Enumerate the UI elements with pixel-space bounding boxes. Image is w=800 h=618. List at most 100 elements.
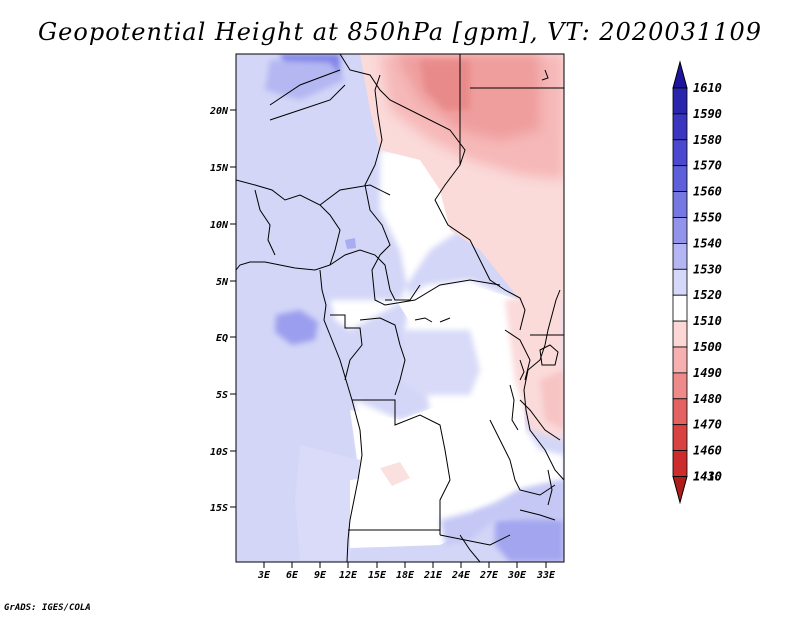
colorbar-segment xyxy=(672,87,688,115)
colorbar-segment xyxy=(672,139,688,167)
colorbar-segment xyxy=(672,372,688,400)
lat-tick-5s: 5S xyxy=(216,390,236,401)
lake-kariba xyxy=(519,509,556,521)
colorbar-segment xyxy=(672,424,688,452)
lat-label-5s: 5S xyxy=(216,390,228,401)
lat-tick-15n: 15N xyxy=(210,163,236,174)
lon-tick-24e: 24E xyxy=(451,562,471,581)
lon-tick-12e: 12E xyxy=(339,562,358,581)
colorbar-label: 1510 xyxy=(693,314,722,328)
colorbar-top-arrow xyxy=(672,60,688,89)
field-light-southwest xyxy=(295,445,360,560)
lon-label-30e: 30E xyxy=(507,570,527,581)
map-plot-area xyxy=(236,54,564,562)
colorbar-label: 1430 xyxy=(693,470,722,484)
lake-nasser xyxy=(541,69,549,81)
colorbar-segment xyxy=(672,217,688,244)
lon-tick-21e: 21E xyxy=(423,562,443,581)
colorbar-label: 1610 xyxy=(693,81,722,95)
latitude-axis: 20N 15N 10N 5N EQ 5S 10S 15S xyxy=(209,106,236,514)
lat-label-15s: 15S xyxy=(210,503,228,514)
river-congo-a xyxy=(414,317,433,323)
field-red-core xyxy=(420,60,470,110)
lat-label-10n: 10N xyxy=(210,220,229,231)
lat-label-10s: 10S xyxy=(210,447,228,458)
country-borders xyxy=(236,54,564,562)
field-pink-speck xyxy=(380,462,410,486)
lon-tick-6e: 6E xyxy=(286,562,299,581)
colorbar-segment xyxy=(672,398,688,426)
lat-tick-5n: 5N xyxy=(216,277,236,288)
colorbar-label: 1530 xyxy=(693,262,722,276)
border-congo-drc xyxy=(359,317,406,396)
map-title: Geopotential Height at 850hPa [gpm], VT:… xyxy=(38,18,762,46)
colorbar-label: 1560 xyxy=(693,185,722,199)
field-blue-gulf xyxy=(275,310,318,345)
colorbar-label: 1590 xyxy=(693,107,722,121)
colorbar-label: 1520 xyxy=(693,288,722,302)
colorbar-label: 1490 xyxy=(693,366,722,380)
river-congo-b xyxy=(439,317,451,323)
lon-label-24e: 24E xyxy=(451,570,471,581)
colorbar: 1610 1590 1580 1570 1560 1550 1540 1530 1520 1510… xyxy=(672,60,722,505)
colorbar-segment xyxy=(672,320,688,348)
lon-label-9e: 9E xyxy=(314,570,327,581)
colorbar-segment xyxy=(672,242,688,270)
lat-tick-eq: EQ xyxy=(216,333,236,344)
border-zambia-east xyxy=(489,419,556,496)
border-zambia-south xyxy=(439,534,511,546)
colorbar-label: 1410 xyxy=(693,470,722,484)
coast-west-africa xyxy=(236,179,341,271)
lon-tick-27e: 27E xyxy=(479,562,499,581)
border-angola-drc xyxy=(352,399,451,535)
colorbar-label: 1540 xyxy=(693,236,722,250)
colorbar-bottom-arrow xyxy=(672,476,688,505)
colorbar-segment xyxy=(672,268,688,296)
colorbar-label: 1500 xyxy=(693,340,722,354)
colorbar-segment xyxy=(672,165,688,192)
lat-tick-15s: 15S xyxy=(210,503,236,514)
lake-malawi xyxy=(547,469,553,506)
colorbar-segment xyxy=(672,346,688,374)
border-algeria-niger xyxy=(269,69,341,106)
lake-tanganyika xyxy=(509,384,519,431)
field-blue-speck xyxy=(345,238,356,249)
lon-label-15e: 15E xyxy=(368,570,387,581)
lake-kivu xyxy=(519,359,525,381)
lake-victoria xyxy=(539,344,559,366)
lon-tick-30e: 30E xyxy=(507,562,527,581)
longitude-axis: 3E 6E 9E 12E 15E 18E 21E 24E 27E 30E 33E xyxy=(257,562,556,581)
colorbar-label: 1480 xyxy=(693,392,722,406)
colorbar-segments xyxy=(672,87,688,477)
field-pink-kenya xyxy=(540,370,564,430)
colorbar-segment xyxy=(672,113,688,141)
colorbar-label: 1570 xyxy=(693,159,722,173)
border-uganda xyxy=(504,329,531,381)
lon-label-18e: 18E xyxy=(396,570,415,581)
lon-tick-33e: 33E xyxy=(536,562,556,581)
border-niger-nigeria xyxy=(319,184,391,206)
lat-label-5n: 5N xyxy=(216,277,229,288)
border-mali-niger xyxy=(269,84,346,121)
colorbar-segment xyxy=(672,450,688,477)
colorbar-label: 1550 xyxy=(693,211,722,225)
colorbar-label: 1580 xyxy=(693,133,722,147)
field-blue-southeast xyxy=(495,512,564,562)
lat-label-20n: 20N xyxy=(209,106,229,117)
border-sudan xyxy=(434,54,526,331)
lon-label-27e: 27E xyxy=(479,570,499,581)
coast-east xyxy=(523,289,564,481)
border-benin xyxy=(254,189,276,256)
plot-frame xyxy=(235,53,565,563)
border-niger-chad xyxy=(364,74,391,306)
border-cameroon xyxy=(329,249,421,301)
field-blue-sahara xyxy=(265,60,345,100)
lon-label-12e: 12E xyxy=(339,570,358,581)
lon-tick-3e: 3E xyxy=(257,562,271,581)
colorbar-label: 1460 xyxy=(693,444,722,458)
lon-tick-9e: 9E xyxy=(314,562,327,581)
field-blue-congo-patch xyxy=(400,330,480,395)
lat-label-15n: 15N xyxy=(210,163,229,174)
lon-tick-15e: 15E xyxy=(368,562,387,581)
